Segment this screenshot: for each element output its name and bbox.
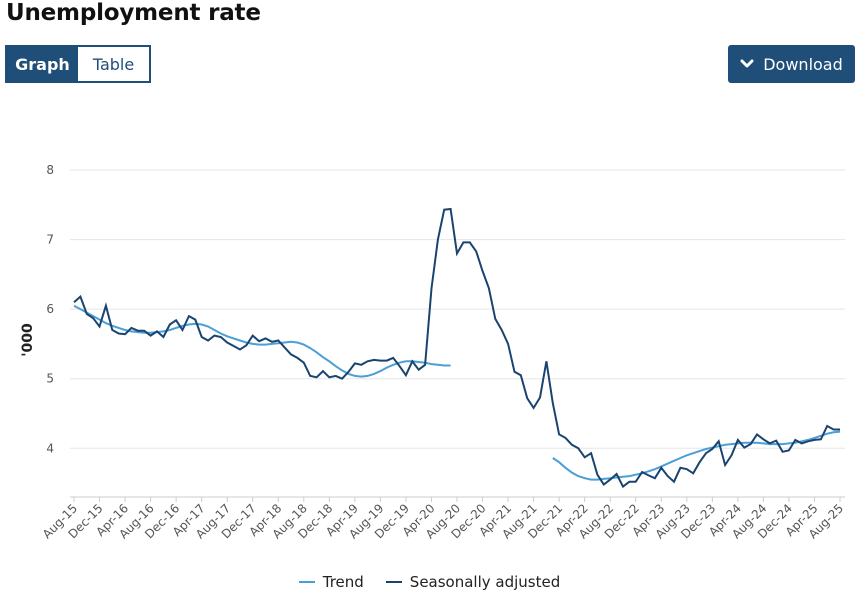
- x-axis: Aug-15Dec-15Apr-16Aug-16Dec-16Apr-17Aug-…: [40, 497, 846, 542]
- seasonally-adjusted-series-line: [73, 207, 840, 489]
- legend-label-trend: Trend: [322, 573, 364, 591]
- legend-item-seasonally-adjusted[interactable]: Seasonally adjusted: [385, 573, 561, 591]
- legend-label-seasonally-adjusted: Seasonally adjusted: [409, 573, 561, 591]
- y-axis: 4 5 6 7 8: [46, 163, 54, 455]
- y-tick-label: 7: [46, 233, 54, 247]
- download-button[interactable]: Download: [728, 45, 855, 83]
- page-title: Unemployment rate: [6, 0, 261, 26]
- table-tab[interactable]: Table: [78, 47, 149, 81]
- download-label: Download: [763, 54, 843, 74]
- legend-item-trend[interactable]: Trend: [298, 573, 364, 591]
- view-toggle: Graph Table: [5, 45, 151, 83]
- y-tick-label: 8: [46, 163, 54, 177]
- legend: Trend Seasonally adjusted: [0, 573, 859, 591]
- y-tick-label: 6: [46, 302, 54, 316]
- y-tick-label: 5: [46, 372, 54, 386]
- chevron-down-icon: [740, 59, 754, 69]
- trend-swatch: [298, 581, 315, 583]
- grid-lines: [70, 169, 845, 449]
- seasonally-adjusted-swatch: [385, 581, 402, 583]
- graph-tab[interactable]: Graph: [7, 47, 78, 81]
- y-axis-title: '000: [20, 323, 36, 357]
- y-tick-label: 4: [46, 441, 54, 455]
- trend-series-line: [73, 304, 841, 481]
